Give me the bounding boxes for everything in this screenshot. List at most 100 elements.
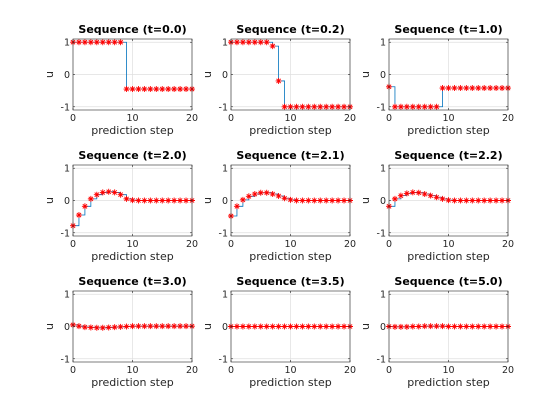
data-point: [111, 324, 118, 331]
data-point: [335, 197, 342, 204]
data-point: [427, 192, 434, 199]
data-point: [183, 323, 190, 330]
data-point: [433, 194, 440, 201]
data-point: [135, 323, 142, 330]
data-point: [469, 323, 476, 330]
data-point: [135, 197, 142, 204]
data-point: [123, 323, 130, 330]
data-point: [153, 197, 160, 204]
y-tick-label: -1: [377, 228, 386, 239]
data-point: [463, 323, 470, 330]
data-point: [171, 323, 178, 330]
data-point: [245, 39, 252, 46]
y-tick-label: -1: [219, 354, 228, 365]
data-point: [263, 39, 270, 46]
x-axis-label: prediction step: [407, 124, 489, 137]
y-tick-label: 0: [380, 196, 386, 207]
y-tick-label: 1: [64, 164, 70, 175]
data-point: [341, 197, 348, 204]
data-point: [439, 195, 446, 202]
x-axis-label: prediction step: [249, 376, 331, 389]
y-tick-label: 1: [222, 164, 228, 175]
data-point: [105, 188, 112, 195]
data-point: [391, 103, 398, 110]
data-point: [117, 323, 124, 330]
data-point: [329, 197, 336, 204]
y-tick-label: -1: [219, 228, 228, 239]
y-axis-label: u: [43, 323, 56, 330]
x-tick-label: 0: [228, 239, 234, 250]
y-tick-label: -1: [377, 354, 386, 365]
x-tick-label: 20: [186, 113, 198, 124]
x-tick-label: 0: [386, 239, 392, 250]
data-point: [323, 103, 330, 110]
data-point: [433, 323, 440, 330]
data-point: [165, 86, 172, 93]
data-point: [111, 39, 118, 46]
data-point: [117, 191, 124, 198]
y-axis-label: u: [43, 71, 56, 78]
data-point: [99, 324, 106, 331]
data-point: [171, 86, 178, 93]
y-tick-label: 0: [64, 70, 70, 81]
y-tick-label: -1: [61, 102, 70, 113]
x-tick-label: 10: [284, 365, 296, 376]
data-point: [481, 85, 488, 92]
data-point: [159, 197, 166, 204]
subplot-title: Sequence (t=3.5): [236, 275, 344, 288]
x-tick-label: 10: [442, 239, 454, 250]
data-point: [317, 197, 324, 204]
y-axis-label: u: [359, 71, 372, 78]
data-point: [165, 323, 172, 330]
x-axis-label: prediction step: [407, 376, 489, 389]
data-point: [81, 203, 88, 210]
data-point: [403, 190, 410, 197]
data-point: [263, 323, 270, 330]
data-point: [299, 323, 306, 330]
data-point: [87, 195, 94, 202]
data-point: [457, 85, 464, 92]
data-point: [99, 39, 106, 46]
x-tick-label: 0: [386, 113, 392, 124]
data-point: [123, 86, 130, 93]
data-point: [153, 323, 160, 330]
data-point: [177, 86, 184, 93]
subplot-title: Sequence (t=0.0): [78, 23, 186, 36]
y-tick-label: 0: [380, 322, 386, 333]
data-point: [415, 103, 422, 110]
x-tick-label: 0: [228, 365, 234, 376]
x-axis-label: prediction step: [249, 250, 331, 263]
data-point: [341, 323, 348, 330]
data-point: [499, 323, 506, 330]
x-axis-label: prediction step: [91, 124, 173, 137]
data-point: [183, 86, 190, 93]
x-tick-label: 10: [126, 365, 138, 376]
data-point: [251, 323, 258, 330]
data-point: [165, 197, 172, 204]
data-point: [81, 39, 88, 46]
data-point: [311, 103, 318, 110]
y-tick-label: 1: [64, 290, 70, 301]
data-point: [421, 323, 428, 330]
y-tick-label: 1: [64, 38, 70, 49]
data-point: [475, 323, 482, 330]
data-point: [475, 197, 482, 204]
x-tick-label: 0: [70, 239, 76, 250]
y-axis-label: u: [359, 323, 372, 330]
subplot-title: Sequence (t=0.2): [236, 23, 344, 36]
data-point: [257, 39, 264, 46]
y-tick-label: 0: [380, 70, 386, 81]
data-point: [487, 323, 494, 330]
x-tick-label: 20: [344, 113, 356, 124]
data-point: [299, 103, 306, 110]
data-point: [87, 324, 94, 331]
data-point: [341, 103, 348, 110]
data-point: [129, 86, 136, 93]
data-point: [409, 103, 416, 110]
data-point: [421, 103, 428, 110]
data-point: [141, 323, 148, 330]
data-point: [493, 323, 500, 330]
data-point: [311, 197, 318, 204]
data-point: [451, 323, 458, 330]
data-point: [329, 103, 336, 110]
